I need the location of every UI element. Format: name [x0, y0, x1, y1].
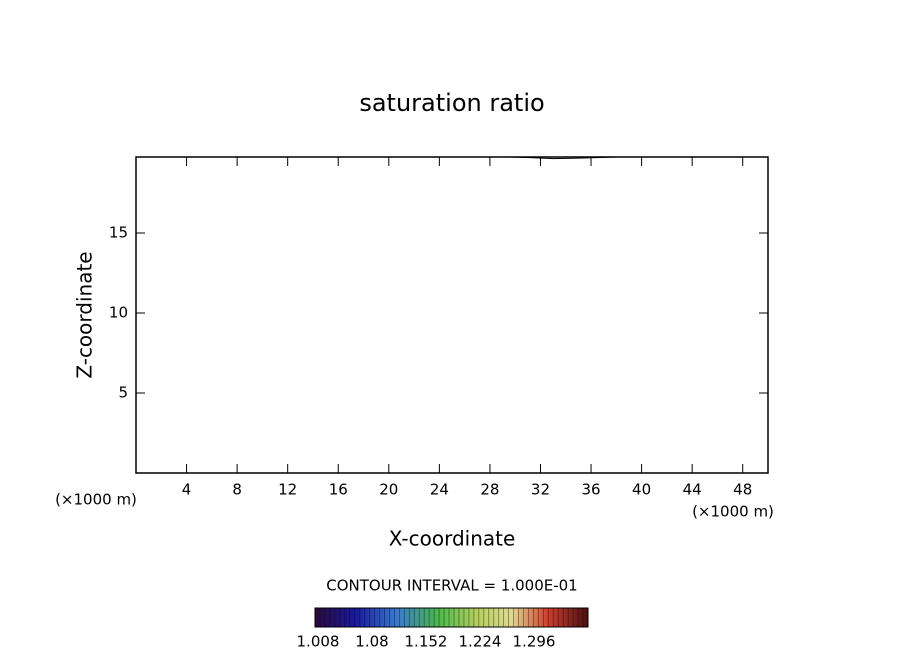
x-unit-label: (×1000 m)	[692, 503, 774, 521]
colorbar-tick-label: 1.224	[459, 633, 502, 651]
x-tick-label: 28	[480, 481, 499, 499]
y-tick-label: 15	[109, 224, 128, 242]
contour-line	[508, 156, 617, 160]
colorbar-tick-label: 1.008	[297, 633, 340, 651]
plot-frame	[135, 156, 769, 474]
chart-title: saturation ratio	[359, 89, 544, 117]
x-axis-label: X-coordinate	[389, 527, 516, 551]
colorbar-tick-label: 1.152	[405, 633, 448, 651]
x-tick-label: 24	[430, 481, 449, 499]
colorbar-tick-label: 1.08	[355, 633, 388, 651]
y-axis-label: Z-coordinate	[73, 251, 97, 378]
x-tick-label: 16	[329, 481, 348, 499]
x-tick-label: 44	[683, 481, 702, 499]
contour-interval: CONTOUR INTERVAL = 1.000E-01	[326, 577, 577, 595]
x-tick-label: 4	[182, 481, 192, 499]
colorbar	[314, 607, 589, 628]
x-tick-label: 32	[531, 481, 550, 499]
colorbar-tick-label: 1.296	[513, 633, 556, 651]
x-tick-label: 20	[379, 481, 398, 499]
y-tick-label: 5	[118, 384, 128, 402]
colorbar-stripes	[319, 608, 584, 627]
x-tick-label: 36	[581, 481, 600, 499]
x-tick-label: 8	[232, 481, 242, 499]
x-tick-label: 48	[733, 481, 752, 499]
y-tick-label: 10	[109, 304, 128, 322]
x-tick-label: 12	[278, 481, 297, 499]
x-tick-label: 40	[632, 481, 651, 499]
x-unit-label: (×1000 m)	[55, 491, 137, 509]
